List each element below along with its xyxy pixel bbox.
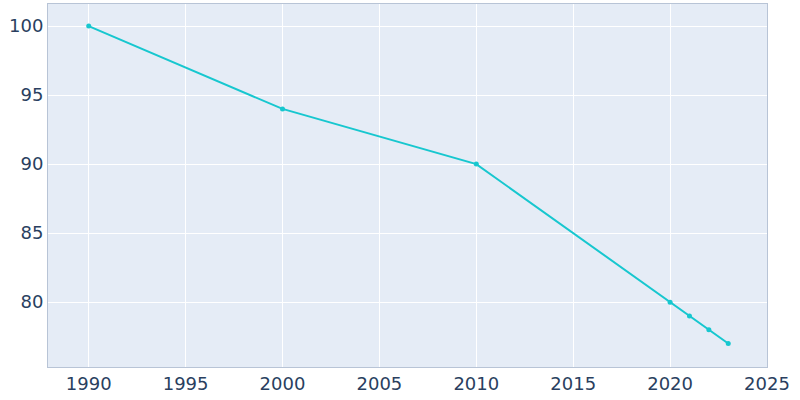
svg-text:1990: 1990 xyxy=(66,373,112,394)
svg-text:1995: 1995 xyxy=(163,373,209,394)
svg-text:90: 90 xyxy=(20,153,43,174)
svg-text:2010: 2010 xyxy=(453,373,499,394)
svg-text:95: 95 xyxy=(20,84,43,105)
svg-text:100: 100 xyxy=(9,15,43,36)
svg-text:2025: 2025 xyxy=(744,373,790,394)
svg-text:2015: 2015 xyxy=(550,373,596,394)
svg-text:2020: 2020 xyxy=(647,373,693,394)
svg-text:2005: 2005 xyxy=(356,373,402,394)
svg-text:85: 85 xyxy=(20,222,43,243)
svg-text:2000: 2000 xyxy=(260,373,306,394)
svg-text:80: 80 xyxy=(20,291,43,312)
